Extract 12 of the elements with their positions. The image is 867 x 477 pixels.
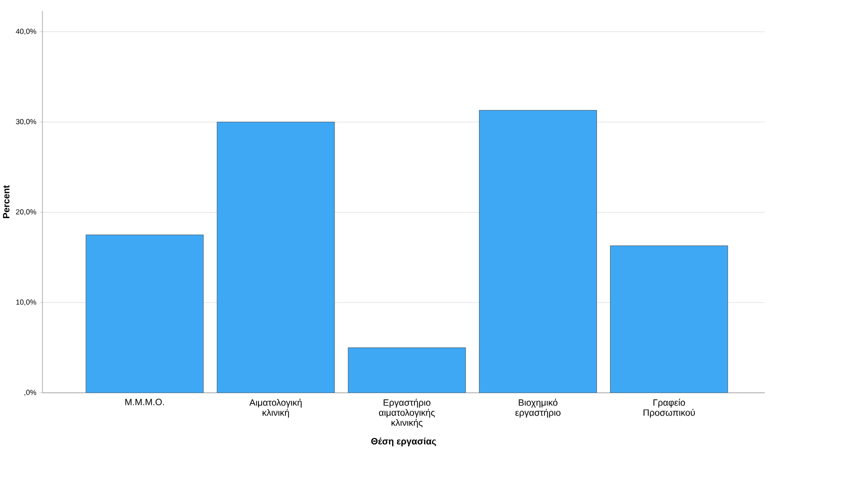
- x-axis-title: Θέση εργασίας: [371, 438, 436, 446]
- bar: [86, 234, 204, 393]
- bar: [216, 122, 335, 393]
- x-tick-label: Γραφείο Προσωπικού: [644, 398, 695, 418]
- x-tick-label: Μ.Μ.Μ.Ο.: [125, 398, 164, 406]
- bar: [348, 347, 466, 393]
- x-tick-label: Εργαστήριο αιματολογικής κλινικής: [379, 398, 435, 428]
- y-axis-title: Percent: [3, 185, 10, 218]
- bar: [479, 110, 597, 393]
- bar: [610, 245, 728, 393]
- x-tick-label: Αιματολογική κλινική: [249, 398, 302, 418]
- x-tick-label: Βιοχημικό εργαστήριο: [515, 398, 560, 418]
